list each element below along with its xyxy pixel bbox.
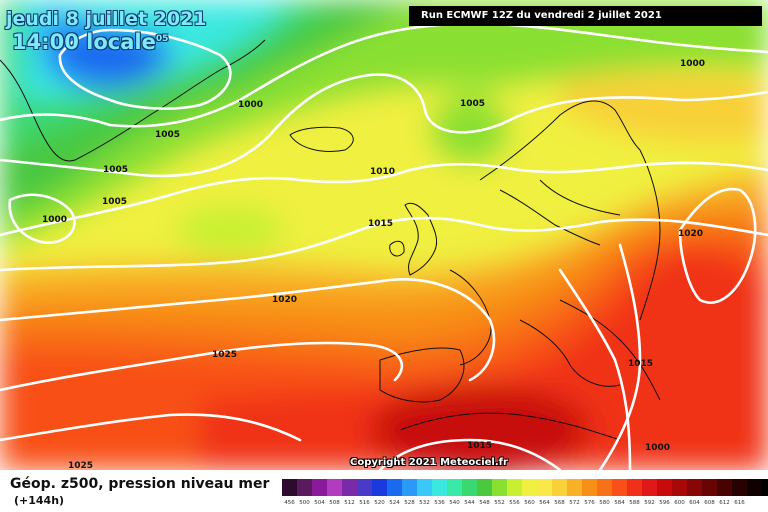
isobar-label: 1005 <box>460 99 485 109</box>
scale-tick: 508 <box>329 500 340 506</box>
scale-tick: 584 <box>614 500 625 506</box>
scale-swatch <box>717 479 732 496</box>
isobar-label: 1000 <box>680 59 705 69</box>
scale-swatch <box>687 479 702 496</box>
isobar-label: 1000 <box>645 443 670 453</box>
forecast-time: 14:00 locale05 <box>12 30 168 54</box>
scale-swatch <box>597 479 612 496</box>
scale-swatch <box>612 479 627 496</box>
isobar-label: 1005 <box>103 165 128 175</box>
scale-tick: 528 <box>404 500 415 506</box>
scale-tick: 512 <box>344 500 355 506</box>
isobar-label: 1020 <box>272 295 297 305</box>
isobar-label: 1005 <box>102 197 127 207</box>
scale-tick: 524 <box>389 500 400 506</box>
scale-tick: 600 <box>674 500 685 506</box>
scale-swatch <box>417 479 432 496</box>
legend-footer: Géop. z500, pression niveau mer (+144h) … <box>0 470 768 512</box>
scale-swatch <box>732 479 747 496</box>
scale-swatch <box>762 479 768 496</box>
scale-swatch <box>582 479 597 496</box>
scale-swatch <box>672 479 687 496</box>
scale-swatch <box>297 479 312 496</box>
legend-title: Géop. z500, pression niveau mer <box>10 476 270 492</box>
scale-tick: 456 <box>284 500 295 506</box>
scale-tick: 560 <box>524 500 535 506</box>
scale-swatch <box>447 479 462 496</box>
scale-swatch <box>552 479 567 496</box>
scale-swatch <box>282 479 297 496</box>
forecast-time-suffix: 05 <box>155 34 169 44</box>
scale-tick: 580 <box>599 500 610 506</box>
scale-tick: 532 <box>419 500 430 506</box>
scale-swatch <box>432 479 447 496</box>
coastlines <box>0 39 661 441</box>
scale-tick: 612 <box>719 500 730 506</box>
scale-swatch <box>642 479 657 496</box>
copyright: Copyright 2021 Meteociel.fr <box>350 457 508 468</box>
scale-tick: 520 <box>374 500 385 506</box>
scale-tick: 516 <box>359 500 370 506</box>
scale-swatch <box>342 479 357 496</box>
isobar-labels: 1000 1000 1005 1005 1005 1000 1010 1015 … <box>42 59 705 470</box>
geopotential-field <box>0 0 768 470</box>
forecast-date: jeudi 8 juillet 2021 <box>6 8 207 30</box>
scale-tick: 576 <box>584 500 595 506</box>
scale-tick: 588 <box>629 500 640 506</box>
scale-tick: 616 <box>734 500 745 506</box>
scale-tick: 504 <box>314 500 325 506</box>
scale-tick: 592 <box>644 500 655 506</box>
scale-tick: 572 <box>569 500 580 506</box>
scale-tick: 544 <box>464 500 475 506</box>
scale-swatch <box>372 479 387 496</box>
isobar-label: 1015 <box>467 441 492 451</box>
scale-tick: 604 <box>689 500 700 506</box>
isobar-label: 1000 <box>238 100 263 110</box>
scale-tick: 540 <box>449 500 460 506</box>
isobar-label: 1020 <box>678 229 703 239</box>
scale-tick <box>762 500 768 506</box>
forecast-time-text: 14:00 locale <box>12 30 156 54</box>
scale-swatch <box>477 479 492 496</box>
color-scale <box>282 479 768 496</box>
scale-tick: 552 <box>494 500 505 506</box>
scale-tick <box>747 500 762 506</box>
scale-tick: 556 <box>509 500 520 506</box>
scale-tick: 564 <box>539 500 550 506</box>
scale-swatch <box>747 479 762 496</box>
scale-tick: 548 <box>479 500 490 506</box>
run-info: Run ECMWF 12Z du vendredi 2 juillet 2021 <box>409 6 762 26</box>
isobars <box>0 22 768 470</box>
scale-tick: 500 <box>299 500 310 506</box>
scale-swatch <box>402 479 417 496</box>
isobar-label: 1015 <box>628 359 653 369</box>
isobar-label: 1010 <box>370 167 395 177</box>
scale-tick: 608 <box>704 500 715 506</box>
scale-swatch <box>567 479 582 496</box>
scale-swatch <box>387 479 402 496</box>
scale-tick: 596 <box>659 500 670 506</box>
scale-swatch <box>312 479 327 496</box>
scale-swatch <box>627 479 642 496</box>
isobar-label: 1000 <box>42 215 67 225</box>
isobar-label: 1005 <box>155 130 180 140</box>
scale-tick: 568 <box>554 500 565 506</box>
isobar-label: 1025 <box>68 461 93 470</box>
scale-swatch <box>462 479 477 496</box>
z500-pressure-map: 1000 1000 1005 1005 1005 1000 1010 1015 … <box>0 0 768 470</box>
scale-swatch <box>537 479 552 496</box>
scale-swatch <box>492 479 507 496</box>
isobar-label: 1025 <box>212 350 237 360</box>
color-scale-labels: 456 500 504 508 512 516 520 524 528 532 536 540 544 5… <box>282 500 768 506</box>
scale-swatch <box>522 479 537 496</box>
legend-subtitle: (+144h) <box>14 494 65 507</box>
isobar-label: 1015 <box>368 219 393 229</box>
scale-swatch <box>702 479 717 496</box>
scale-swatch <box>657 479 672 496</box>
scale-tick: 536 <box>434 500 445 506</box>
forecast-map: 1000 1000 1005 1005 1005 1000 1010 1015 … <box>0 0 768 470</box>
scale-swatch <box>327 479 342 496</box>
scale-swatch <box>507 479 522 496</box>
scale-swatch <box>357 479 372 496</box>
